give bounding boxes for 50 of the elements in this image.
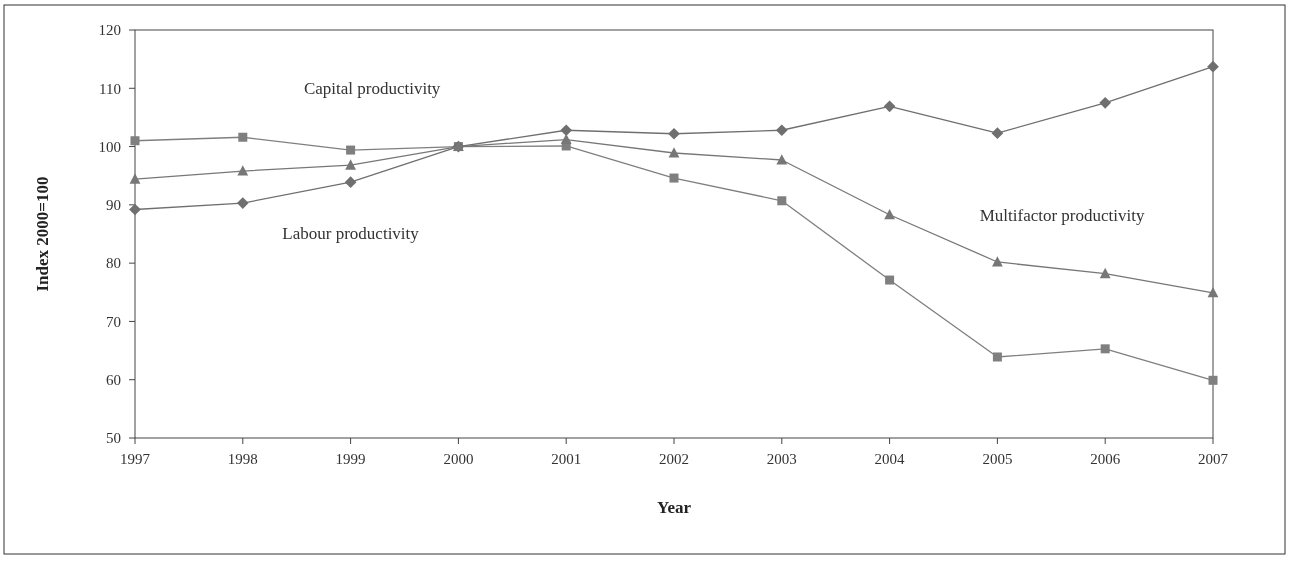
point — [777, 196, 787, 206]
point — [1208, 375, 1218, 385]
point — [883, 100, 896, 113]
point — [129, 173, 141, 184]
point — [1099, 267, 1111, 279]
x-tick-label: 2005 — [982, 451, 1013, 467]
point — [236, 197, 249, 209]
y-tick-label: 110 — [99, 80, 121, 97]
x-tick-label: 2007 — [1198, 451, 1229, 467]
point — [344, 176, 357, 188]
x-tick-label: 2006 — [1090, 451, 1121, 467]
point — [669, 173, 679, 183]
point — [237, 165, 249, 176]
point — [992, 352, 1002, 362]
series-label: Multifactor productivity — [979, 205, 1145, 225]
x-axis-title: Year — [657, 498, 692, 517]
point — [776, 154, 788, 165]
point — [992, 256, 1003, 267]
x-tick-label: 2003 — [766, 451, 797, 467]
series-label: Labour productivity — [282, 224, 420, 244]
point — [1207, 60, 1219, 73]
y-tick-label: 120 — [98, 22, 121, 39]
point — [885, 275, 895, 285]
text: Capital productivity — [303, 79, 441, 99]
point — [238, 132, 248, 142]
x-tick-label: 2004 — [874, 451, 906, 467]
x-tick-label: 2002 — [659, 451, 689, 467]
point — [1100, 344, 1110, 354]
x-tick-label: 1999 — [335, 451, 366, 467]
x-tick-label: 2001 — [551, 451, 582, 467]
y-tick-label: 70 — [106, 313, 121, 330]
x-tick-label: 2000 — [443, 451, 474, 467]
point — [668, 127, 680, 140]
y-tick-label: 80 — [106, 255, 121, 272]
point — [1099, 97, 1112, 109]
point — [560, 124, 573, 137]
point — [884, 208, 895, 220]
y-axis-title: Index 2000=100 — [33, 176, 52, 292]
y-tick-label: 50 — [106, 430, 121, 447]
point — [775, 124, 788, 137]
y-tick-label: 100 — [98, 138, 121, 155]
point — [346, 145, 356, 155]
point — [129, 203, 141, 216]
point — [991, 127, 1004, 140]
point — [345, 159, 356, 170]
y-tick-label: 60 — [106, 371, 121, 388]
x-tick-label: 1998 — [227, 451, 258, 467]
y-tick-label: 90 — [106, 197, 121, 214]
x-tick-label: 1997 — [120, 451, 151, 467]
point — [130, 136, 140, 146]
